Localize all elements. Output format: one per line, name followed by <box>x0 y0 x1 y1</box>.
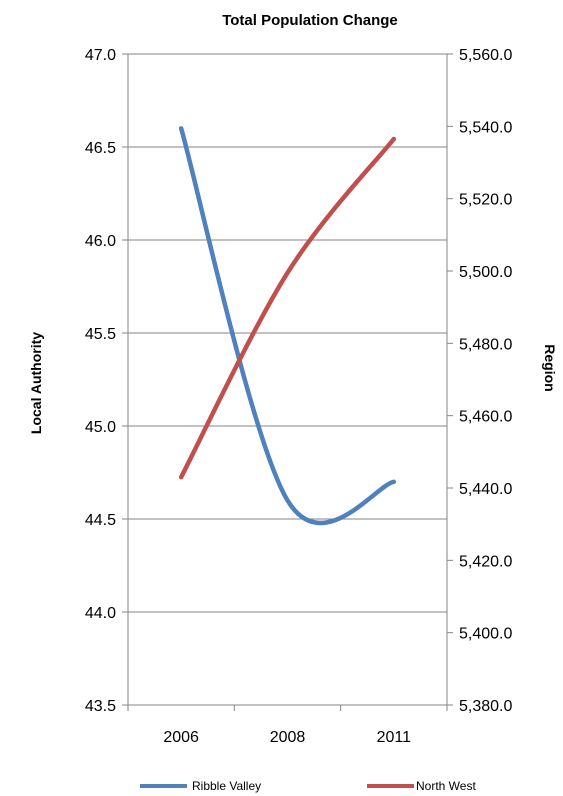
left-tick-label: 46.5 <box>85 140 116 157</box>
left-tick-label: 44.5 <box>85 512 116 529</box>
left-axis-ticks: 47.0 46.5 46.0 45.5 45.0 44.5 44.0 43.5 <box>85 47 128 715</box>
left-tick-label: 45.5 <box>85 326 116 343</box>
legend-label: Ribble Valley <box>192 779 261 793</box>
x-tick-label: 2006 <box>163 729 199 746</box>
right-axis-title: Region <box>542 344 558 391</box>
x-tick-label: 2008 <box>270 729 306 746</box>
right-tick-label: 5,560.0 <box>459 47 512 64</box>
left-tick-label: 44.0 <box>85 605 116 622</box>
right-tick-label: 5,400.0 <box>459 626 512 643</box>
left-tick-label: 46.0 <box>85 233 116 250</box>
x-axis-ticks: 2006 2008 2011 <box>127 705 448 746</box>
legend-label: North West <box>416 779 476 793</box>
x-tick-label: 2011 <box>377 729 412 746</box>
legend: Ribble Valley North West <box>140 779 476 793</box>
left-axis-title: Local Authority <box>28 332 44 434</box>
chart-title: Total Population Change <box>222 12 398 29</box>
right-tick-label: 5,520.0 <box>459 192 512 209</box>
right-tick-label: 5,480.0 <box>459 336 512 353</box>
right-axis-ticks: 5,560.0 5,540.0 5,520.0 5,500.0 5,480.0 5,460… <box>447 47 512 715</box>
right-tick-label: 5,440.0 <box>459 481 512 498</box>
series-line-ribble-valley <box>178 126 397 526</box>
left-tick-label: 47.0 <box>85 47 116 64</box>
right-tick-label: 5,500.0 <box>459 264 512 281</box>
series-line-north-west <box>178 136 397 480</box>
gridlines <box>128 53 447 613</box>
left-tick-label: 43.5 <box>85 698 116 715</box>
right-tick-label: 5,380.0 <box>459 698 512 715</box>
left-tick-label: 45.0 <box>85 419 116 436</box>
right-tick-label: 5,540.0 <box>459 119 512 136</box>
right-tick-label: 5,460.0 <box>459 409 512 426</box>
right-tick-label: 5,420.0 <box>459 553 512 570</box>
series-group <box>178 126 397 526</box>
axes <box>127 54 448 706</box>
